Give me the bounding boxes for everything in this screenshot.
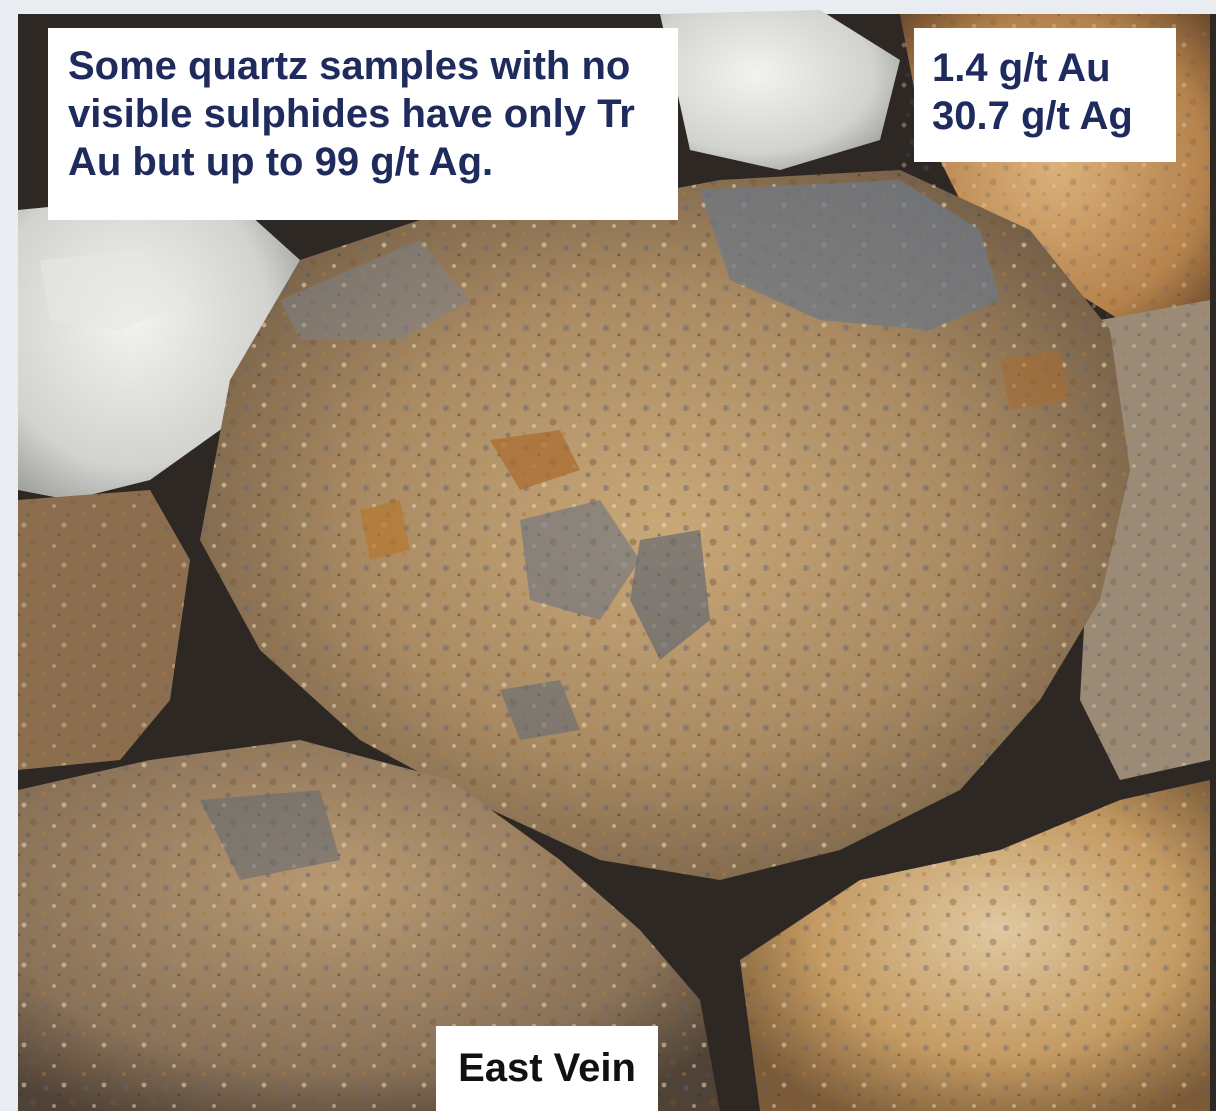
location-label: East Vein <box>436 1026 658 1111</box>
assay-silver-value: 30.7 g/t Ag <box>932 94 1133 138</box>
observation-text: Some quartz samples with no visible sulp… <box>68 44 635 184</box>
assay-result-caption: 1.4 g/t Au 30.7 g/t Ag <box>914 28 1176 162</box>
assay-gold-value: 1.4 g/t Au <box>932 46 1111 90</box>
observation-caption: Some quartz samples with no visible sulp… <box>48 28 678 220</box>
location-text: East Vein <box>458 1046 636 1090</box>
